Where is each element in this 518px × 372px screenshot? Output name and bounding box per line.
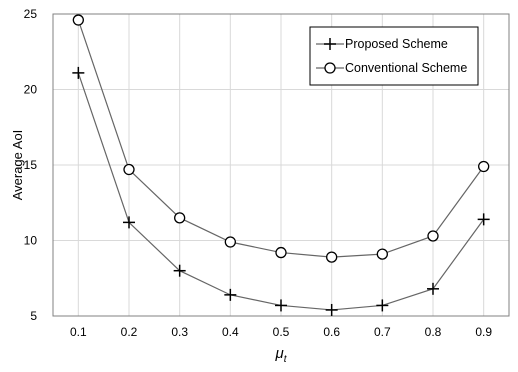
x-tick-label: 0.7 [374,325,391,339]
proposed-scheme-point [72,66,85,79]
proposed-scheme-point [173,264,186,277]
x-tick-label: 0.4 [222,325,239,339]
x-tick-label: 0.9 [475,325,492,339]
proposed-scheme-point [477,213,490,226]
conventional-scheme-point [275,246,287,259]
x-tick-label: 0.2 [121,325,138,339]
series [72,14,490,316]
proposed-scheme-point [427,282,439,295]
x-axis-label-subscript: t [284,354,288,365]
conventional-scheme-point [174,212,186,224]
y-tick-label: 10 [24,234,38,248]
conventional-scheme-point [72,14,84,26]
proposed-scheme-point [325,303,338,316]
x-tick-label: 0.8 [425,325,442,339]
proposed-scheme-point [224,288,237,301]
x-tick-label: 0.6 [323,325,340,339]
conventional-scheme-point [376,248,388,260]
legend-item: Proposed Scheme [316,37,448,51]
x-axis-label-symbol: μ [275,345,284,362]
proposed-scheme-point [123,216,135,229]
legend: Proposed Scheme Conventional Scheme [309,26,479,86]
conventional-scheme-point [478,160,490,173]
proposed-scheme-point [275,299,287,312]
x-axis-label: μt [275,345,288,365]
conventional-scheme-point [123,163,135,176]
conventional-scheme-point [224,236,236,248]
x-tick-label: 0.1 [70,325,87,339]
legend-label: Proposed Scheme [345,37,448,51]
legend-box [309,26,479,86]
plot-area-frame [52,13,510,317]
conventional-scheme-point [427,230,439,242]
legend-label: Conventional Scheme [345,61,467,75]
proposed-scheme-point [376,299,389,312]
y-tick-label: 5 [30,309,37,323]
y-axis-label: Average AoI [10,130,25,201]
x-tick-label: 0.3 [171,325,188,339]
axis-ticks: 5 10 15 20 25 0.1 0.2 0.3 0.4 0.5 0.6 0.7 0.8 0.9 [24,7,493,339]
y-tick-label: 25 [24,7,38,21]
legend-marker [324,38,336,50]
legend-item: Conventional Scheme [316,61,467,75]
y-tick-label: 15 [24,158,38,172]
y-tick-label: 20 [24,83,38,97]
conventional-scheme-point [326,251,338,263]
x-tick-label: 0.5 [273,325,290,339]
legend-marker [324,62,336,74]
